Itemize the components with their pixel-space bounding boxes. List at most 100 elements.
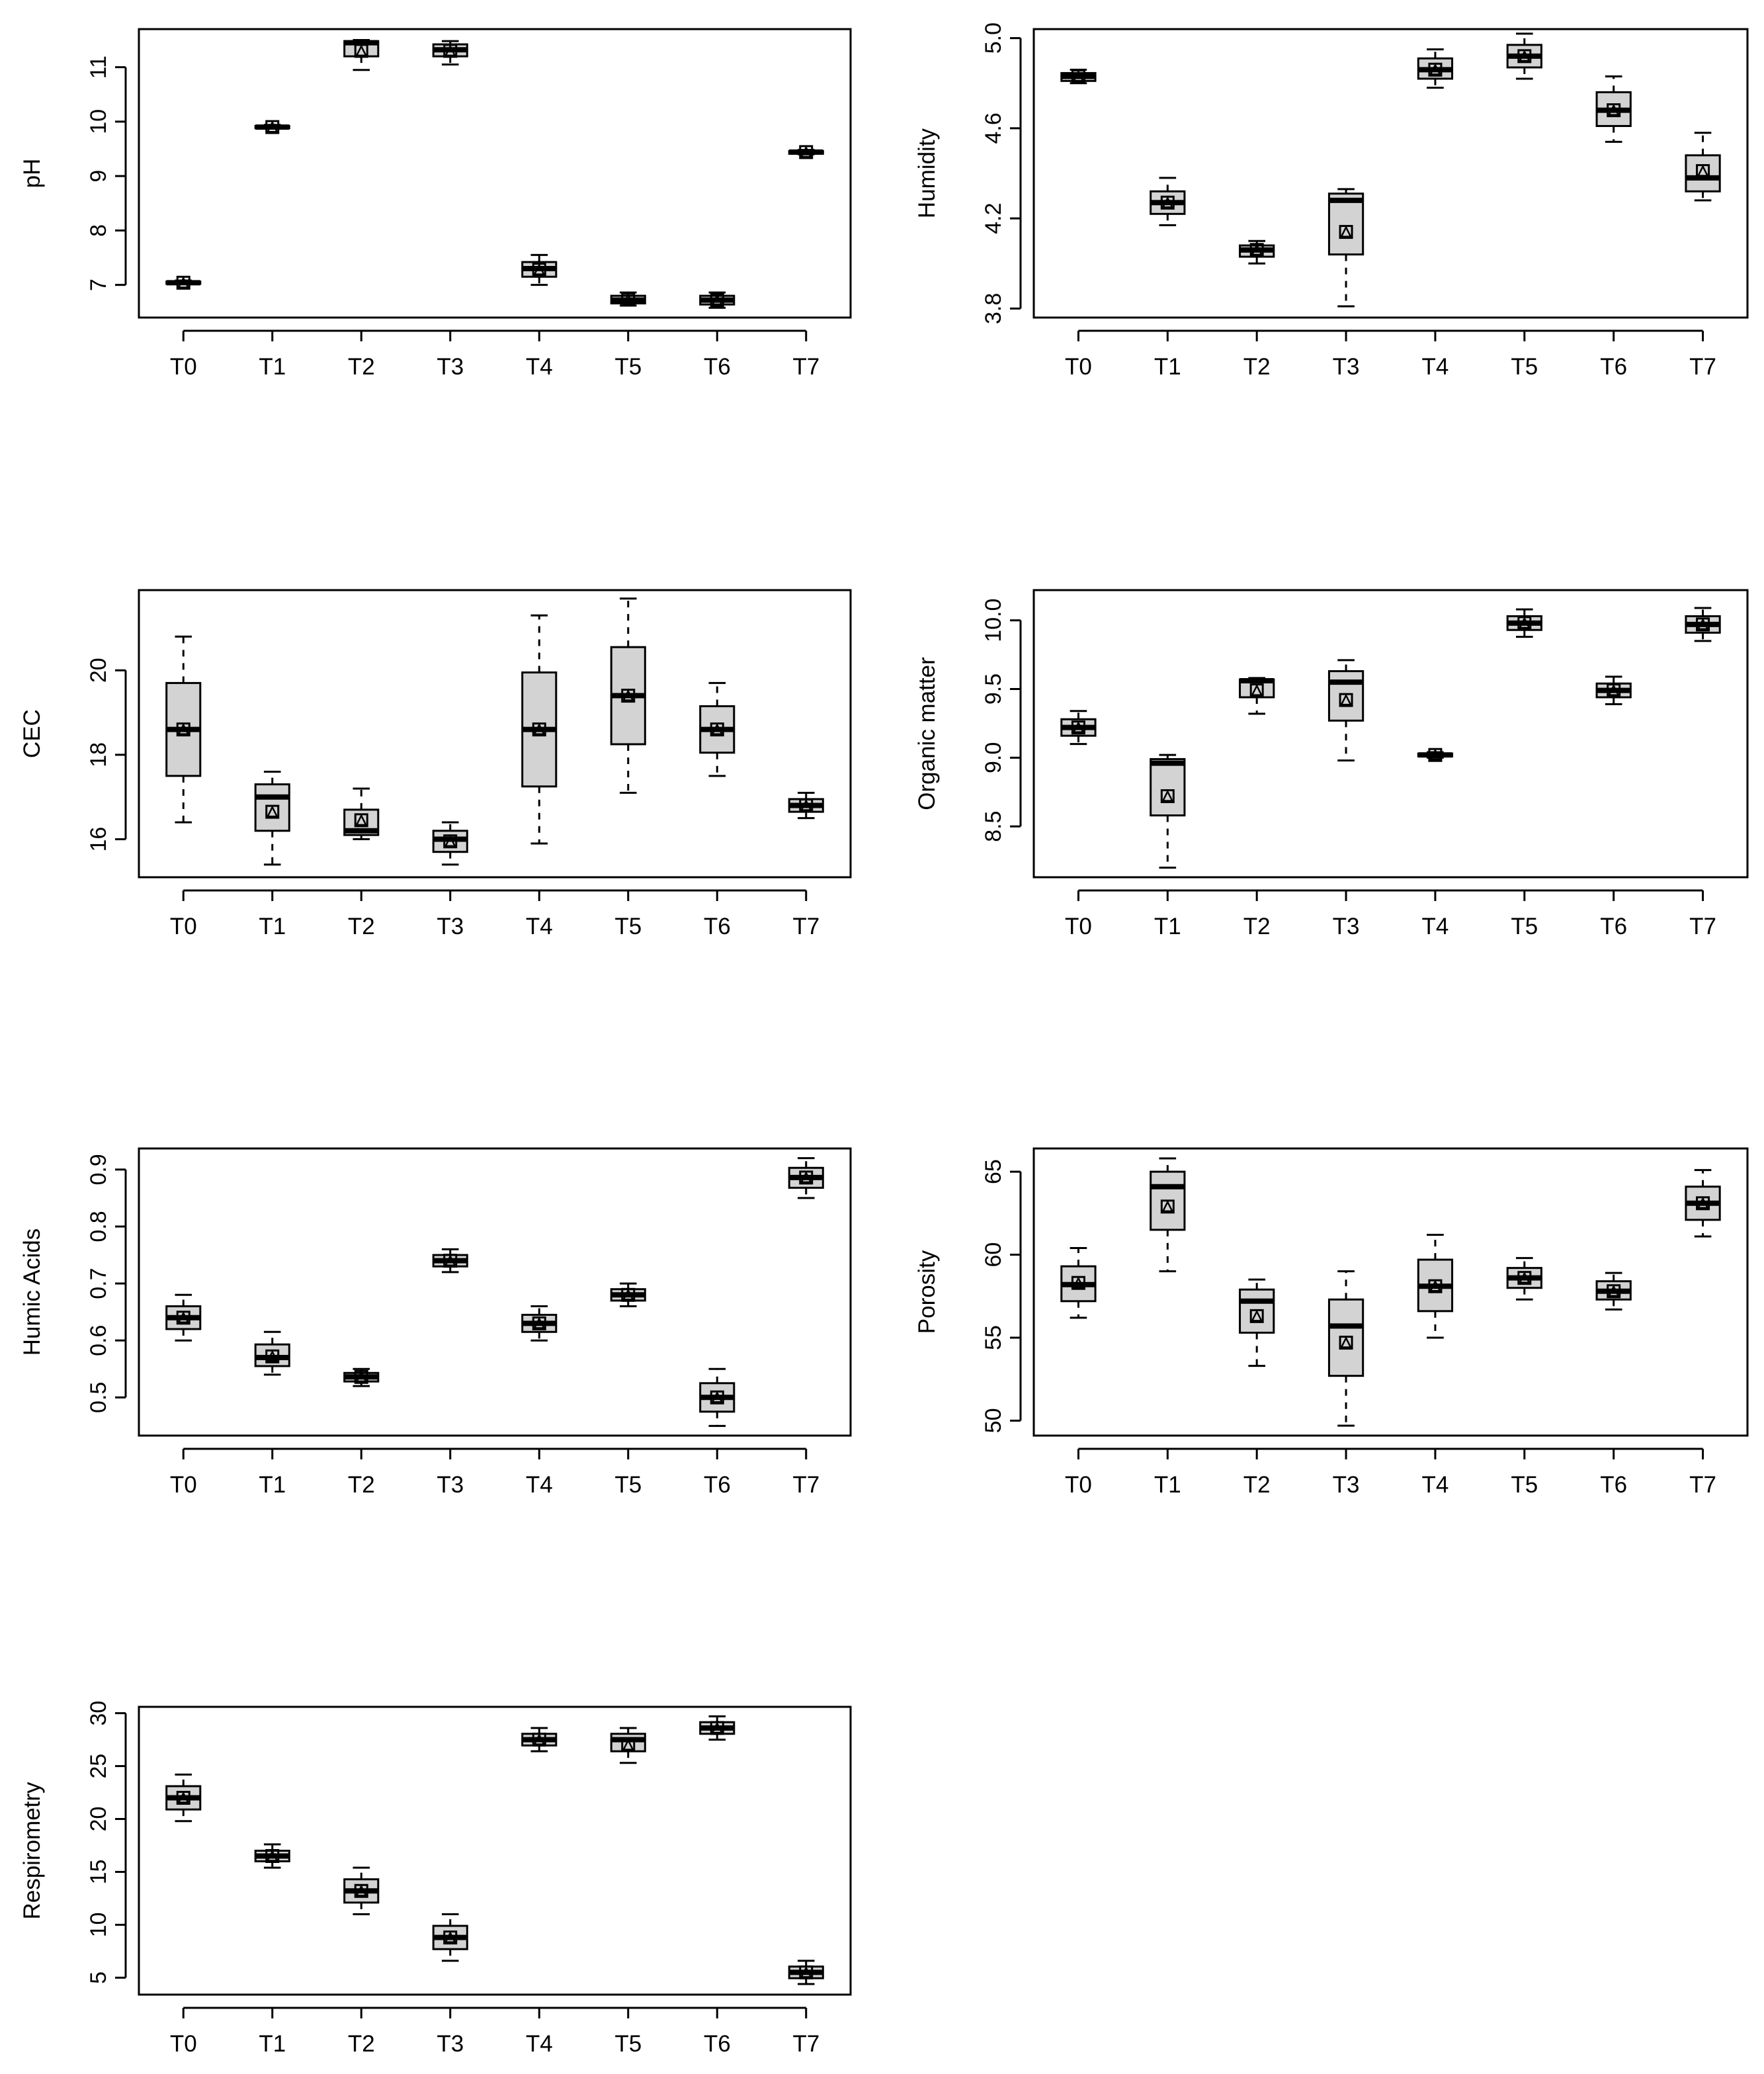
humic-acids-box-t3 <box>432 1248 468 1274</box>
mean-triangle-marker <box>533 1317 546 1329</box>
mean-triangle-marker <box>1072 720 1085 733</box>
humic-acids-y-tick-label: 0.6 <box>86 1325 111 1356</box>
cec-y-tick-label: 20 <box>86 658 111 683</box>
respirometry-box-t2 <box>343 1866 380 1915</box>
mean-triangle-marker <box>266 1350 278 1362</box>
cec-y-axis-title: CEC <box>19 709 45 758</box>
cec-box-t7 <box>788 791 824 820</box>
porosity-box-t3 <box>1327 1270 1365 1427</box>
humidity-y-tick-label: 4.6 <box>981 112 1006 144</box>
mean-triangle-marker <box>1518 1271 1531 1283</box>
porosity-x-tick-label: T1 <box>1154 1472 1181 1498</box>
respirometry-y-tick-label: 25 <box>86 1754 111 1779</box>
cec-x-tick-label: T1 <box>259 914 286 939</box>
panel-humic-acids: 0.5 0.6 0.7 0.8 0.9 Humic Acids T0 T1 T2 T3 T4 T5 T6… <box>19 1147 852 1498</box>
mean-triangle-marker <box>1251 683 1263 696</box>
iqr-box <box>1327 193 1365 256</box>
cec-box-t2 <box>343 787 380 841</box>
porosity-x-tick-label: T0 <box>1065 1472 1092 1498</box>
mean-triangle-marker <box>177 1311 190 1323</box>
organic-matter-x-tick-label: T6 <box>1600 914 1627 939</box>
mean-triangle-marker <box>1607 1284 1620 1297</box>
respirometry-y-tick-label: 10 <box>86 1913 111 1938</box>
ph-y-tick-label: 11 <box>86 56 111 79</box>
iqr-box <box>254 783 290 832</box>
mean-triangle-marker <box>266 1849 278 1862</box>
mean-triangle-marker <box>1518 50 1531 62</box>
respirometry-x-tick-label: T1 <box>259 2031 286 2057</box>
mean-triangle-marker <box>711 293 724 306</box>
mean-triangle-marker <box>1697 164 1709 177</box>
respirometry-plot-frame <box>138 1706 852 1996</box>
humic-acids-x-tick-label: T1 <box>259 1472 286 1498</box>
mean-triangle-marker <box>1251 243 1263 256</box>
iqr-box <box>610 1733 646 1752</box>
humidity-x-tick-label: T6 <box>1600 354 1627 380</box>
ph-x-tick-label: T2 <box>348 354 375 380</box>
cec-x-tick-label: T7 <box>792 914 819 939</box>
mean-triangle-marker <box>1251 1309 1263 1322</box>
organic-matter-box-t6 <box>1595 675 1632 705</box>
ph-x-tick-label: T4 <box>526 354 553 380</box>
humic-acids-x-tick-label: T5 <box>614 1472 642 1498</box>
mean-triangle-marker <box>622 1738 634 1750</box>
cec-box-t3 <box>432 821 468 866</box>
humic-acids-box-t2 <box>343 1367 380 1387</box>
cec-box-t5 <box>610 597 646 794</box>
porosity-box-t1 <box>1150 1157 1186 1273</box>
respirometry-x-tick-label: T4 <box>526 2031 553 2057</box>
humic-acids-x-tick-label: T7 <box>792 1472 819 1498</box>
mean-triangle-marker <box>177 722 190 735</box>
organic-matter-x-tick-label: T2 <box>1243 914 1271 939</box>
porosity-x-tick-label: T3 <box>1333 1472 1360 1498</box>
porosity-box-t4 <box>1417 1233 1454 1339</box>
mean-triangle-marker <box>355 44 368 57</box>
humidity-y-axis-title: Humidity <box>914 128 940 218</box>
respirometry-box-t6 <box>699 1715 735 1741</box>
respirometry-box-t5 <box>610 1727 646 1764</box>
mean-triangle-marker <box>800 799 812 811</box>
humidity-box-t0 <box>1060 68 1097 85</box>
ph-y-axis-title: pH <box>19 159 45 189</box>
ph-box-t6 <box>699 291 735 309</box>
cec-x-tick-label: T5 <box>614 914 642 939</box>
humidity-x-tick-label: T1 <box>1154 354 1181 380</box>
humic-acids-x-tick-label: T6 <box>704 1472 731 1498</box>
mean-triangle-marker <box>177 1791 190 1803</box>
humic-acids-x-tick-label: T2 <box>348 1472 375 1498</box>
respirometry-x-tick-label: T6 <box>704 2031 731 2057</box>
mean-triangle-marker <box>622 689 634 701</box>
humidity-x-tick-label: T7 <box>1689 354 1716 380</box>
cec-y-tick-label: 18 <box>86 742 111 767</box>
humic-acids-box-t4 <box>521 1305 558 1342</box>
cec-box-t4 <box>521 614 558 845</box>
ph-box-t1 <box>254 120 290 134</box>
organic-matter-box-t1 <box>1150 754 1186 869</box>
organic-matter-y-tick-label: 8.5 <box>981 811 1006 842</box>
mean-triangle-marker <box>1340 1336 1353 1348</box>
humidity-box-t7 <box>1685 132 1721 202</box>
humidity-x-tick-label: T5 <box>1511 354 1538 380</box>
organic-matter-box-t0 <box>1060 710 1097 746</box>
mean-triangle-marker <box>444 834 456 847</box>
mean-triangle-marker <box>533 722 546 735</box>
porosity-x-tick-label: T5 <box>1511 1472 1538 1498</box>
cec-box-t1 <box>254 770 290 866</box>
ph-box-t2 <box>343 38 380 71</box>
organic-matter-y-axis-title: Organic matter <box>914 657 940 810</box>
mean-triangle-marker <box>444 1930 456 1943</box>
porosity-y-tick-label: 50 <box>981 1408 1006 1434</box>
respirometry-x-tick-label: T2 <box>348 2031 375 2057</box>
cec-box-t6 <box>699 681 735 777</box>
mean-triangle-marker <box>1518 617 1531 629</box>
mean-triangle-marker <box>1697 618 1709 630</box>
cec-x-tick-label: T3 <box>437 914 464 939</box>
organic-matter-y-tick-label: 10.0 <box>981 599 1006 642</box>
mean-triangle-marker <box>533 1733 546 1745</box>
mean-triangle-marker <box>177 276 190 288</box>
humidity-y-tick-label: 5.0 <box>981 22 1006 54</box>
mean-triangle-marker <box>1161 196 1174 208</box>
ph-x-tick-label: T0 <box>170 354 197 380</box>
mean-triangle-marker <box>711 1721 724 1734</box>
